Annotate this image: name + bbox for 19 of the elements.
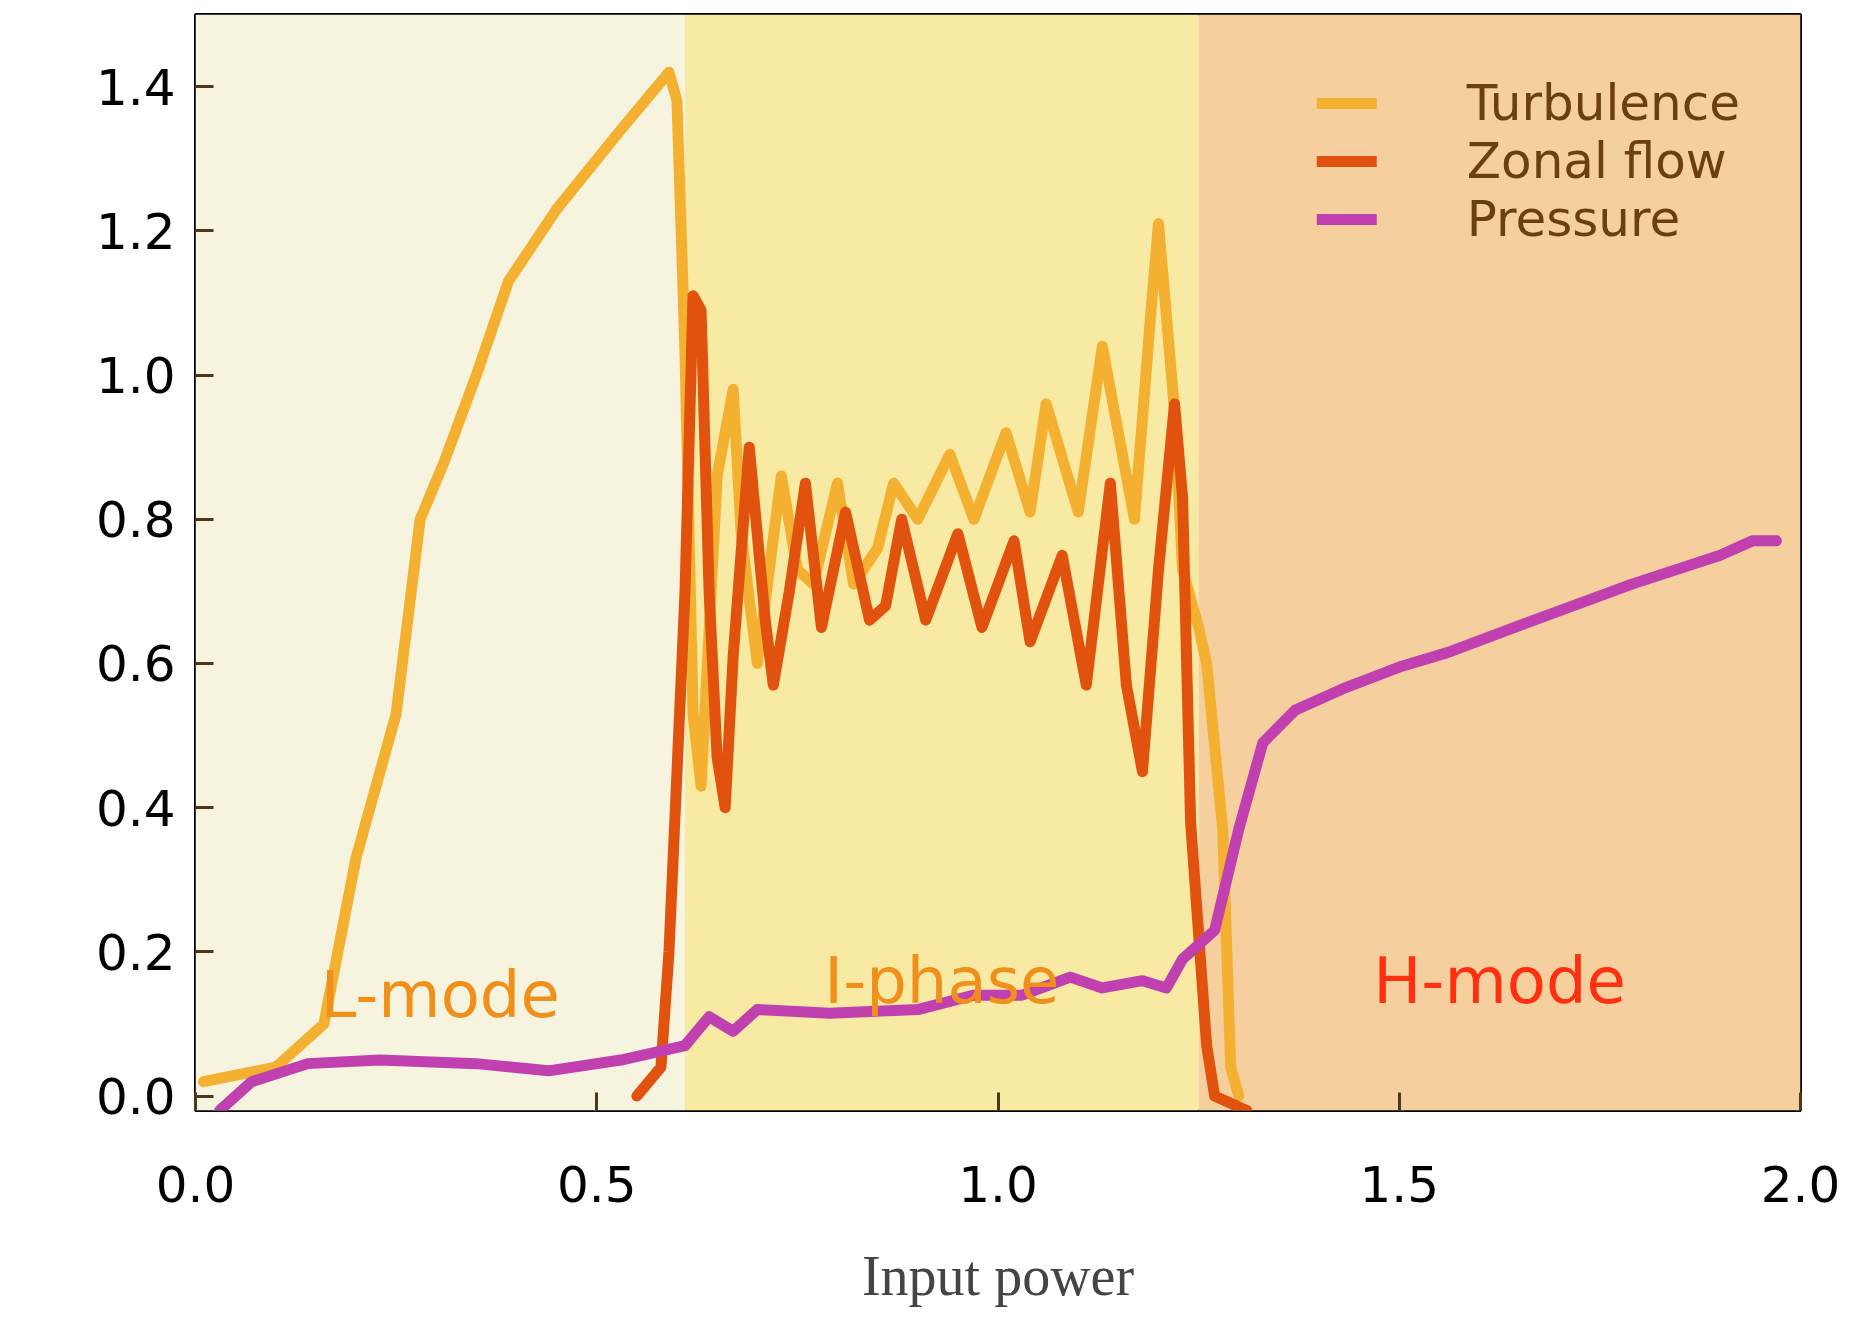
y-tick-label: 1.0 [95,347,176,406]
y-tick-label: 0.4 [95,779,176,838]
legend-label: Zonal flow [1466,132,1727,190]
band-label: I-phase [824,943,1060,1018]
x-axis-title: Input power [861,1244,1135,1307]
legend-label: Pressure [1466,190,1681,248]
y-tick-label: 0.8 [95,491,176,550]
x-tick-label: 2.0 [1760,1155,1841,1214]
x-tick-label: 1.5 [1359,1155,1440,1214]
y-tick-label: 1.4 [95,58,176,117]
y-tick-label: 0.6 [95,635,176,694]
y-tick-label: 0.2 [95,923,176,982]
x-tick-label: 0.5 [556,1155,637,1214]
band-label: H-mode [1373,943,1626,1018]
y-tick-label: 1.2 [95,202,176,261]
x-tick-label: 0.0 [155,1155,236,1214]
y-tick-label: 0.0 [95,1068,176,1127]
legend-label: Turbulence [1466,74,1740,132]
x-tick-label: 1.0 [958,1155,1038,1214]
